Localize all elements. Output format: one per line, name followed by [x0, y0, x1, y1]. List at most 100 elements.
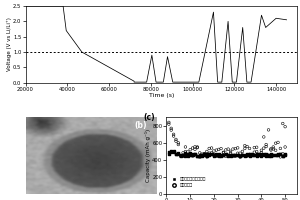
Point	[197, 155, 202, 158]
Point	[200, 154, 205, 157]
Text: (b): (b)	[134, 121, 147, 130]
Point	[280, 122, 285, 125]
Point	[240, 150, 245, 153]
Point	[209, 151, 214, 154]
Point	[226, 155, 231, 158]
Point	[167, 152, 171, 155]
Point	[230, 154, 235, 157]
Point	[174, 152, 178, 156]
Point	[261, 147, 266, 150]
Point	[185, 154, 190, 157]
Point	[283, 125, 287, 128]
Point	[224, 153, 228, 156]
Point	[259, 154, 264, 157]
Point	[204, 155, 209, 159]
Point	[245, 145, 250, 148]
Point	[266, 153, 271, 156]
Point	[176, 152, 181, 155]
Point	[268, 154, 273, 157]
Point	[228, 154, 233, 157]
Point	[169, 150, 174, 153]
Point	[214, 153, 219, 157]
Point	[259, 149, 264, 152]
Point	[207, 147, 212, 150]
Point	[226, 153, 231, 156]
Point	[174, 138, 178, 141]
Point	[219, 154, 224, 157]
Point	[268, 148, 273, 152]
Point	[268, 152, 273, 155]
Point	[197, 154, 202, 157]
Point	[221, 151, 226, 154]
Point	[197, 151, 202, 154]
Point	[247, 152, 252, 156]
Point	[224, 148, 228, 152]
Point	[266, 128, 271, 131]
Point	[276, 154, 280, 157]
Point	[216, 155, 221, 158]
Point	[181, 154, 185, 157]
Point	[230, 154, 235, 158]
Y-axis label: Capacity (mAh g⁻¹): Capacity (mAh g⁻¹)	[145, 129, 151, 182]
Point	[200, 153, 205, 156]
Point	[233, 154, 238, 157]
Point	[167, 121, 171, 124]
Text: (c): (c)	[143, 113, 154, 122]
Point	[185, 150, 190, 153]
Point	[250, 153, 254, 156]
Point	[200, 153, 205, 156]
Point	[188, 148, 193, 151]
Point	[264, 143, 268, 146]
Point	[233, 153, 238, 156]
Point	[176, 153, 181, 156]
Point	[271, 145, 276, 149]
Point	[245, 155, 250, 158]
Point	[174, 152, 178, 155]
Point	[245, 154, 250, 157]
Point	[242, 154, 247, 157]
Point	[193, 153, 197, 156]
Point	[276, 152, 280, 156]
Point	[171, 133, 176, 136]
Point	[245, 152, 250, 156]
Point	[252, 153, 257, 156]
Point	[183, 150, 188, 153]
Point	[264, 154, 268, 157]
Point	[254, 146, 259, 149]
Point	[214, 155, 219, 158]
Point	[256, 153, 261, 156]
Point	[219, 147, 224, 150]
Point	[266, 154, 271, 158]
Point	[202, 154, 207, 157]
Point	[209, 146, 214, 150]
Point	[200, 154, 205, 157]
Point	[250, 154, 254, 157]
Point	[202, 152, 207, 155]
Point	[247, 153, 252, 156]
Point	[178, 154, 183, 157]
Point	[280, 154, 285, 157]
Point	[226, 147, 231, 151]
Point	[185, 154, 190, 157]
Point	[256, 154, 261, 157]
Point	[190, 153, 195, 156]
Point	[238, 154, 242, 158]
Point	[188, 152, 193, 155]
Point	[283, 153, 287, 156]
Point	[169, 128, 174, 132]
Point	[171, 149, 176, 153]
Point	[216, 154, 221, 157]
Point	[271, 147, 276, 151]
Point	[276, 154, 280, 157]
Point	[240, 153, 245, 157]
Point	[242, 153, 247, 157]
Point	[242, 147, 247, 150]
Legend: 固体电解质膜包覆样品, 未包覆样品: 固体电解质膜包覆样品, 未包覆样品	[169, 177, 206, 188]
Point	[259, 151, 264, 154]
Point	[238, 154, 242, 157]
Point	[195, 154, 200, 157]
Point	[252, 153, 257, 156]
Point	[171, 151, 176, 154]
Point	[247, 147, 252, 150]
Point	[273, 149, 278, 152]
